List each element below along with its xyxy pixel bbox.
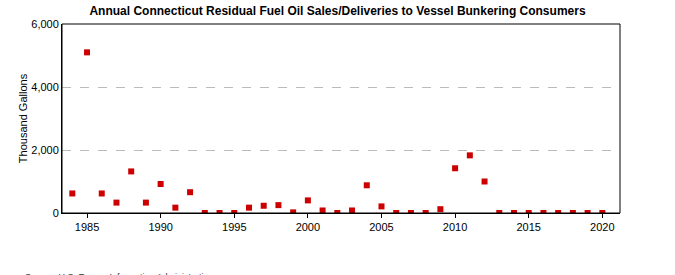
svg-text:2000: 2000 (296, 221, 320, 233)
svg-text:Annual Connecticut Residual Fu: Annual Connecticut Residual Fuel Oil Sal… (89, 4, 585, 18)
svg-text:6,000: 6,000 (31, 18, 59, 30)
svg-text:1990: 1990 (148, 221, 172, 233)
svg-text:Thousand Gallons: Thousand Gallons (17, 73, 29, 163)
svg-text:4,000: 4,000 (31, 81, 59, 93)
svg-text:2005: 2005 (369, 221, 393, 233)
svg-text:1995: 1995 (222, 221, 246, 233)
svg-text:0: 0 (53, 207, 59, 219)
svg-text:2010: 2010 (443, 221, 467, 233)
svg-text:2020: 2020 (590, 221, 614, 233)
svg-text:2015: 2015 (516, 221, 540, 233)
svg-text:2,000: 2,000 (31, 144, 59, 156)
svg-text:1985: 1985 (75, 221, 99, 233)
svg-text:Source: U.S. Energy Informatio: Source: U.S. Energy Information Administ… (25, 272, 214, 275)
